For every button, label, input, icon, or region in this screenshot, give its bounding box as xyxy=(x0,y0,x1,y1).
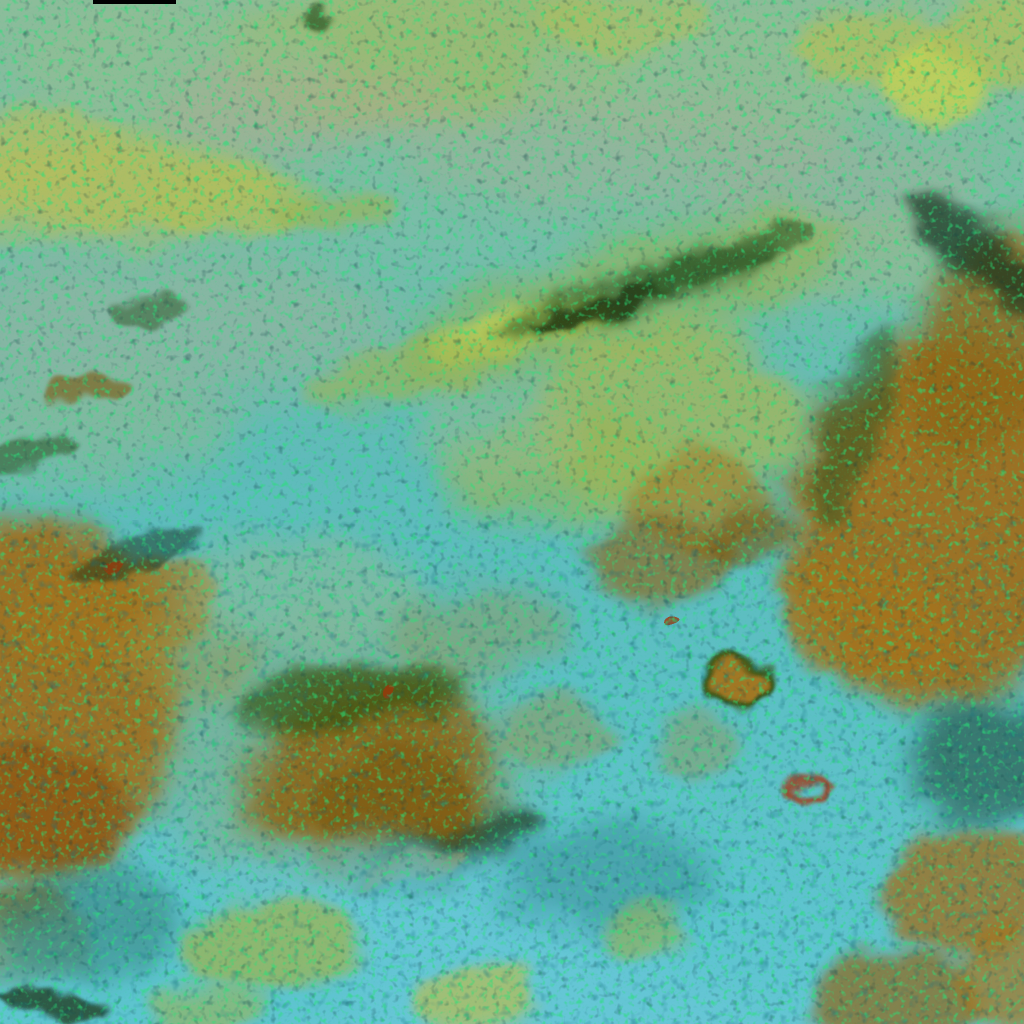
black-bar-artifact xyxy=(93,0,176,4)
